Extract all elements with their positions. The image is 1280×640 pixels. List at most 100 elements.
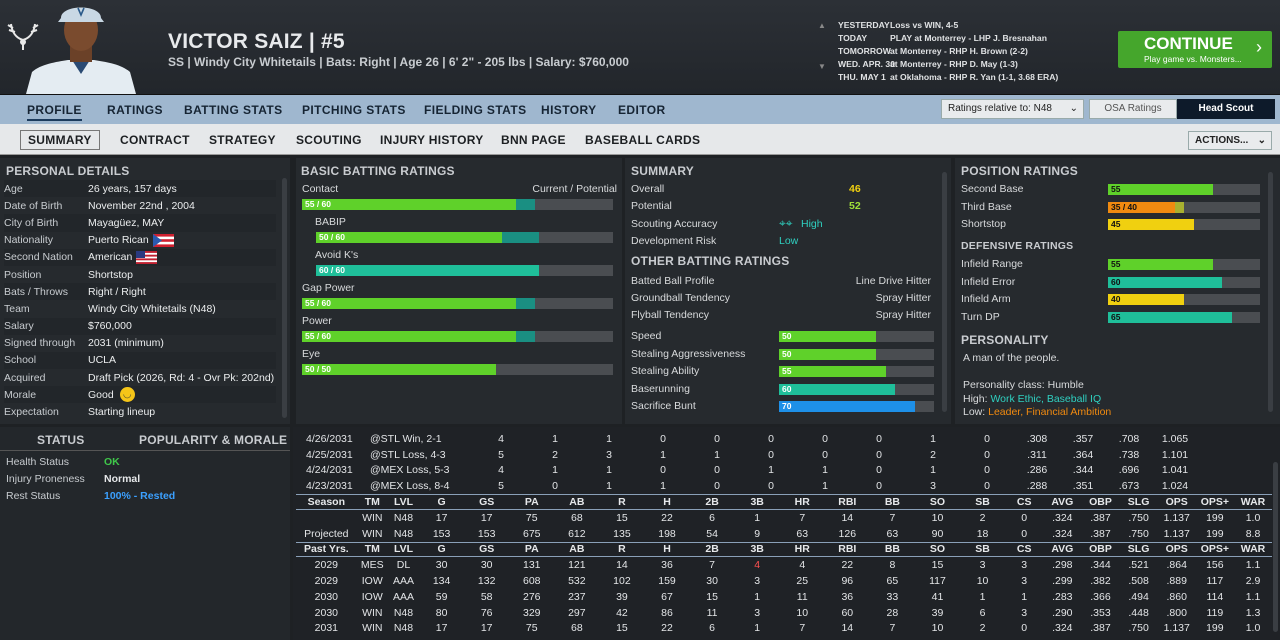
popularity-morale-title[interactable]: POPULARITY & MORALE xyxy=(139,433,288,447)
column-header[interactable]: CS xyxy=(1016,543,1032,556)
status-title[interactable]: STATUS xyxy=(37,433,85,447)
continue-button[interactable]: CONTINUE Play game vs. Monsters... › xyxy=(1118,31,1272,68)
tab-baseball-cards[interactable]: BASEBALL CARDS xyxy=(585,133,701,147)
season-row[interactable]: WIN N48 17 17 75 68 15 22 6 1 7 14 7 10 2 0.324.387.750… xyxy=(296,510,1272,526)
ratings-relative-select[interactable]: Ratings relative to: N48 ⌄ xyxy=(941,99,1084,119)
past-year-row[interactable]: 2031 WIN N48 17 17 75 68 15 22 6 1 7 14 7 10 2 0.324.387… xyxy=(296,621,1272,637)
column-header[interactable]: 2B xyxy=(705,496,719,509)
past-year-row[interactable]: 2029 MES DL 30 30 131 121 14 36 7 4 4 22 8 15 3 3 .298 .34… xyxy=(296,557,1272,573)
game-log-row[interactable]: 4/23/2031 @MEX Loss, 8-4 5 0 1 1 0 0 1 0 3 0 .288 .35… xyxy=(296,478,1272,494)
tab-batting-stats[interactable]: BATTING STATS xyxy=(184,103,283,117)
column-header[interactable]: OPS+ xyxy=(1200,496,1230,509)
tab-contract[interactable]: CONTRACT xyxy=(120,133,190,147)
column-header[interactable]: SLG xyxy=(1127,496,1150,509)
column-header[interactable]: R xyxy=(618,543,626,556)
column-header[interactable]: OBP xyxy=(1089,496,1112,509)
column-header[interactable]: LVL xyxy=(393,496,413,509)
tab-profile[interactable]: PROFILE xyxy=(27,103,82,121)
tab-fielding-stats[interactable]: FIELDING STATS xyxy=(424,103,527,117)
tab-summary[interactable]: SUMMARY xyxy=(20,130,100,150)
scouting-accuracy-label: Scouting Accuracy xyxy=(631,218,718,230)
tab-injury-history[interactable]: INJURY HISTORY xyxy=(380,133,484,147)
column-header[interactable]: AVG xyxy=(1051,496,1074,509)
column-header[interactable]: RBI xyxy=(838,543,857,556)
past-year-row[interactable]: 2030 IOW AAA 59 58 276 237 39 67 15 1 11 36 33 41 1 1.28… xyxy=(296,589,1272,605)
past-year-row[interactable]: 2029 IOW AAA 134 132 608 532 102 159 30 3 25 96 65 117… xyxy=(296,573,1272,589)
scouting-accuracy-value: High xyxy=(801,218,823,230)
defensive-label: Infield Range xyxy=(961,258,1023,270)
column-header[interactable]: BB xyxy=(884,496,900,509)
column-header[interactable]: PA xyxy=(524,543,539,556)
column-header[interactable]: TM xyxy=(364,543,380,556)
game-log-row[interactable]: 4/26/2031 @STL Win, 2-1 4 1 1 0 0 0 0 0 1 0 .308 .357… xyxy=(296,431,1272,447)
schedule-row[interactable]: WED. APR. 30 at Monterrey - RHP D. May (1… xyxy=(818,59,1108,72)
game-result: @STL Loss, 4-3 xyxy=(370,448,446,461)
scrollbar[interactable] xyxy=(282,178,287,418)
column-header[interactable]: LVL xyxy=(393,543,413,556)
past-year-row[interactable]: 2030 WIN N48 80 76 329 297 42 86 11 3 10 60 28 39 6 3 .29… xyxy=(296,605,1272,621)
column-header[interactable]: 2B xyxy=(705,543,719,556)
tab-strategy[interactable]: STRATEGY xyxy=(209,133,276,147)
column-header[interactable]: AB xyxy=(569,496,585,509)
scrollbar[interactable] xyxy=(942,172,947,412)
schedule-row[interactable]: TODAY PLAY at Monterrey - LHP J. Bresnaha… xyxy=(818,33,1108,46)
column-header[interactable]: OPS xyxy=(1165,543,1188,556)
column-header[interactable]: G xyxy=(437,496,446,509)
column-header[interactable]: WAR xyxy=(1240,543,1266,556)
tab-pitching-stats[interactable]: PITCHING STATS xyxy=(302,103,406,117)
scrollbar[interactable] xyxy=(1268,172,1273,412)
game-log-row[interactable]: 4/24/2031 @MEX Loss, 5-3 4 1 1 0 0 1 1 0 1 0 .286 .34… xyxy=(296,463,1272,479)
column-header[interactable]: HR xyxy=(794,543,810,556)
column-header[interactable]: HR xyxy=(794,496,810,509)
column-header[interactable]: RBI xyxy=(838,496,857,509)
column-header[interactable]: SB xyxy=(975,543,990,556)
tab-bnn-page[interactable]: BNN PAGE xyxy=(501,133,566,147)
personality-high-value: Work Ethic, Baseball IQ xyxy=(990,393,1102,405)
column-header[interactable]: G xyxy=(437,543,446,556)
batting-rating-name: Eye xyxy=(302,348,321,360)
column-header[interactable]: OPS+ xyxy=(1200,543,1230,556)
schedule-row[interactable]: TOMORROW at Monterrey - RHP H. Brown (2-2… xyxy=(818,46,1108,59)
actions-button[interactable]: ACTIONS... ⌄ xyxy=(1188,131,1272,150)
stat-cell: 4 xyxy=(754,559,761,572)
column-header[interactable]: 3B xyxy=(750,496,764,509)
column-header[interactable]: 3B xyxy=(750,543,764,556)
stat-cell: .288 xyxy=(1026,480,1048,493)
antler-logo-icon[interactable] xyxy=(6,20,40,54)
scrollbar[interactable] xyxy=(1273,462,1278,632)
column-header[interactable]: SO xyxy=(929,496,946,509)
schedule-up-icon[interactable]: ▲ xyxy=(818,21,826,30)
column-header[interactable]: PA xyxy=(524,496,539,509)
column-header[interactable]: SB xyxy=(975,496,990,509)
column-header[interactable]: GS xyxy=(479,496,495,509)
column-header[interactable]: WAR xyxy=(1240,496,1266,509)
tab-history[interactable]: HISTORY xyxy=(541,103,597,117)
tab-scouting[interactable]: SCOUTING xyxy=(296,133,362,147)
column-header[interactable]: SO xyxy=(929,543,946,556)
column-header[interactable]: TM xyxy=(364,496,380,509)
tab-ratings[interactable]: RATINGS xyxy=(107,103,163,117)
schedule-row[interactable]: THU. MAY 1 at Oklahoma - RHP R. Yan (1-1,… xyxy=(818,72,1108,85)
column-header[interactable]: CS xyxy=(1016,496,1032,509)
head-scout-button[interactable]: Head Scout xyxy=(1177,99,1275,119)
osa-ratings-button[interactable]: OSA Ratings xyxy=(1089,99,1177,119)
column-header[interactable]: OPS xyxy=(1165,496,1188,509)
game-log-row[interactable]: 4/25/2031 @STL Loss, 4-3 5 2 3 1 1 0 0 0 2 0 .311 .36… xyxy=(296,447,1272,463)
column-header[interactable]: AVG xyxy=(1051,543,1074,556)
column-header[interactable]: H xyxy=(663,543,671,556)
position-ratings-title: POSITION RATINGS xyxy=(961,164,1078,178)
season-row[interactable]: Projected WIN N48 153 153 675 612 135 198 54 9 63 12… xyxy=(296,526,1272,542)
column-header[interactable]: BB xyxy=(884,543,900,556)
tab-editor[interactable]: EDITOR xyxy=(618,103,666,117)
column-header[interactable]: GS xyxy=(479,543,495,556)
column-header[interactable]: OBP xyxy=(1089,543,1112,556)
column-header[interactable]: AB xyxy=(569,543,585,556)
column-header[interactable]: H xyxy=(663,496,671,509)
stat-cell: 7 xyxy=(799,511,806,524)
column-header[interactable]: SLG xyxy=(1127,543,1150,556)
bar-label: 35 / 40 xyxy=(1111,201,1137,212)
schedule-row[interactable]: YESTERDAY Loss vs WIN, 4-5 xyxy=(818,20,1108,33)
running-rating-bar: 55 xyxy=(779,366,934,377)
column-header[interactable]: R xyxy=(618,496,626,509)
schedule-down-icon[interactable]: ▼ xyxy=(818,62,826,71)
